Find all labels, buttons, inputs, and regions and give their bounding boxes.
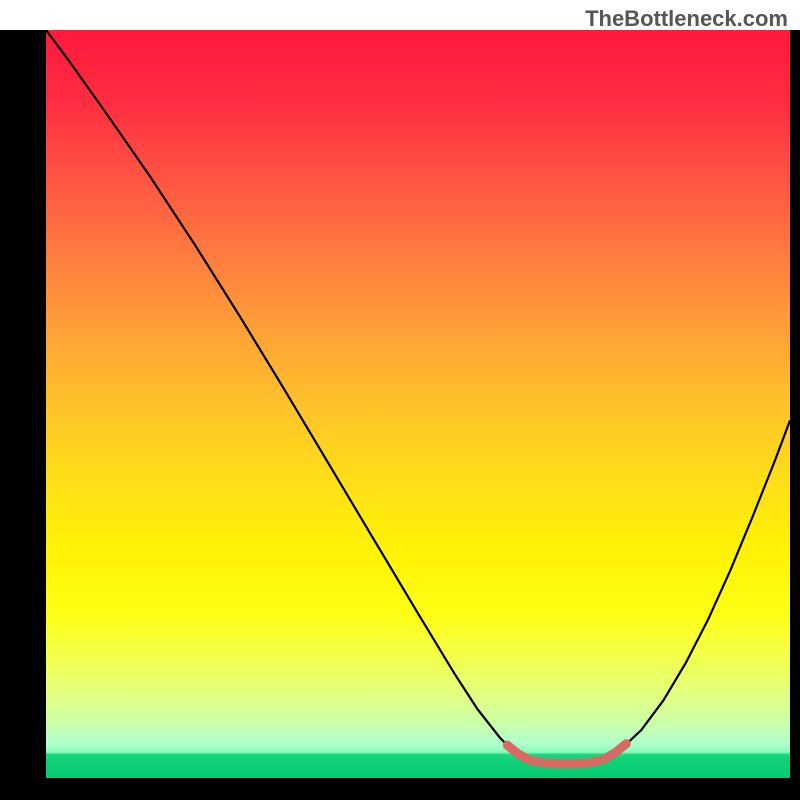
watermark-text: TheBottleneck.com <box>585 6 788 32</box>
gradient-background <box>46 30 790 778</box>
bottleneck-chart <box>0 30 800 800</box>
frame-right <box>790 30 800 800</box>
plot-area <box>46 30 790 778</box>
frame-left <box>0 30 46 800</box>
frame-bottom <box>0 778 800 800</box>
